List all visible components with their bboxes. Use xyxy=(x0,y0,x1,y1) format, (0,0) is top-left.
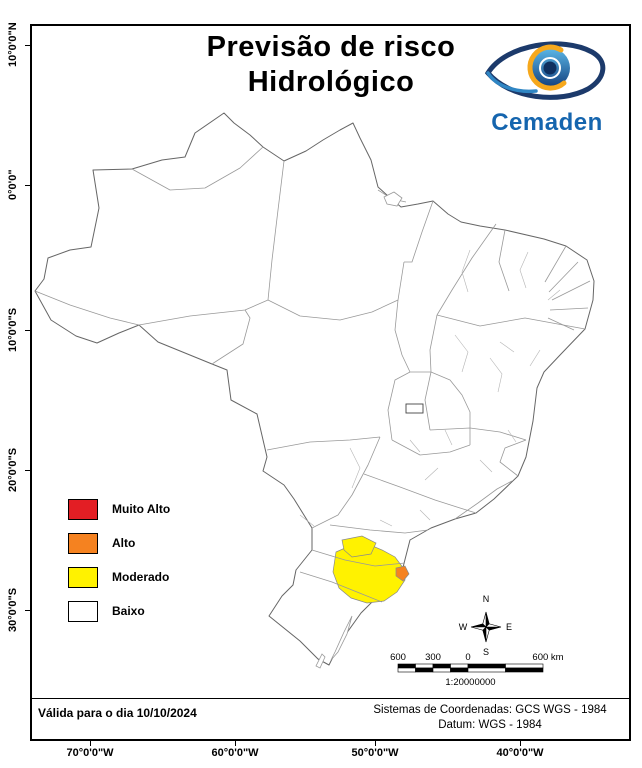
y-axis-label: 20°0'0"S xyxy=(7,447,19,493)
state-boundaries xyxy=(34,146,591,603)
y-axis-label: 0°0'0" xyxy=(7,169,19,201)
legend-item-muito-alto: Muito Alto xyxy=(68,498,170,520)
cemaden-eye-icon xyxy=(484,41,606,100)
scale-ratio: 1:20000000 xyxy=(445,677,495,688)
axis-tick xyxy=(25,45,30,46)
legend-item-moderado: Moderado xyxy=(68,566,170,588)
compass-e: E xyxy=(506,622,512,632)
title-line-1: Previsão de risco xyxy=(206,31,456,63)
scale-label: 300 xyxy=(425,652,441,663)
legend-swatch-baixo xyxy=(68,600,98,622)
axis-tick xyxy=(90,741,91,746)
compass-s: S xyxy=(483,647,489,657)
risk-area-moderate xyxy=(341,535,377,558)
legend-label: Alto xyxy=(112,536,136,550)
x-axis-label: 50°0'0"W xyxy=(351,747,399,759)
compass-rose-icon: N S W E xyxy=(459,594,512,657)
x-axis-label: 70°0'0"W xyxy=(66,747,114,759)
axis-tick xyxy=(25,185,30,186)
marajo-island xyxy=(383,191,403,207)
legend-item-baixo: Baixo xyxy=(68,600,170,622)
axis-tick xyxy=(25,330,30,331)
axis-tick xyxy=(235,741,236,746)
axis-tick xyxy=(520,741,521,746)
risk-layer-high xyxy=(395,565,410,582)
crs-line-2: Datum: WGS - 1984 xyxy=(438,719,542,731)
df-rectangle xyxy=(405,403,424,414)
compass-n: N xyxy=(483,594,490,604)
scale-label: 600 xyxy=(390,652,406,663)
axis-tick xyxy=(25,610,30,611)
y-axis-label: 10°0'0"N xyxy=(7,22,19,68)
scale-bar: 600 300 0 600 km 1:20000000 xyxy=(390,652,564,688)
axis-tick xyxy=(375,741,376,746)
axis-tick xyxy=(25,470,30,471)
legend-swatch-alto xyxy=(68,532,98,554)
y-axis-label: 10°0'0"S xyxy=(7,307,19,353)
scale-label: 0 xyxy=(465,652,470,663)
legend-swatch-moderado xyxy=(68,566,98,588)
cemaden-logo: Cemaden xyxy=(468,30,626,137)
legend-item-alto: Alto xyxy=(68,532,170,554)
x-axis-label: 60°0'0"W xyxy=(211,747,259,759)
lagoons xyxy=(315,615,353,669)
brazil-outline xyxy=(34,112,595,666)
legend-swatch-muito-alto xyxy=(68,498,98,520)
legend-label: Moderado xyxy=(112,570,170,584)
coordinate-system-text: Sistemas de Coordenadas: GCS WGS - 1984 … xyxy=(352,703,628,733)
risk-layer-moderate xyxy=(332,535,406,604)
municipality-lines xyxy=(299,249,561,527)
validity-text: Válida para o dia 10/10/2024 xyxy=(38,706,197,720)
page-title: Previsão de risco Hidrológico xyxy=(131,30,531,100)
scale-bar-segments xyxy=(397,663,544,673)
cemaden-wordmark: Cemaden xyxy=(491,109,603,136)
legend-label: Baixo xyxy=(112,604,145,618)
risk-area-high xyxy=(395,565,410,582)
x-axis-label: 40°0'0"W xyxy=(496,747,544,759)
scale-label: 600 km xyxy=(532,652,563,663)
compass-w: W xyxy=(459,622,468,632)
title-line-2: Hidrológico xyxy=(247,66,415,98)
footer-divider xyxy=(31,698,630,699)
crs-line-1: Sistemas de Coordenadas: GCS WGS - 1984 xyxy=(373,704,607,716)
risk-legend: Muito Alto Alto Moderado Baixo xyxy=(68,498,170,634)
legend-label: Muito Alto xyxy=(112,502,171,516)
y-axis-label: 30°0'0"S xyxy=(7,587,19,633)
